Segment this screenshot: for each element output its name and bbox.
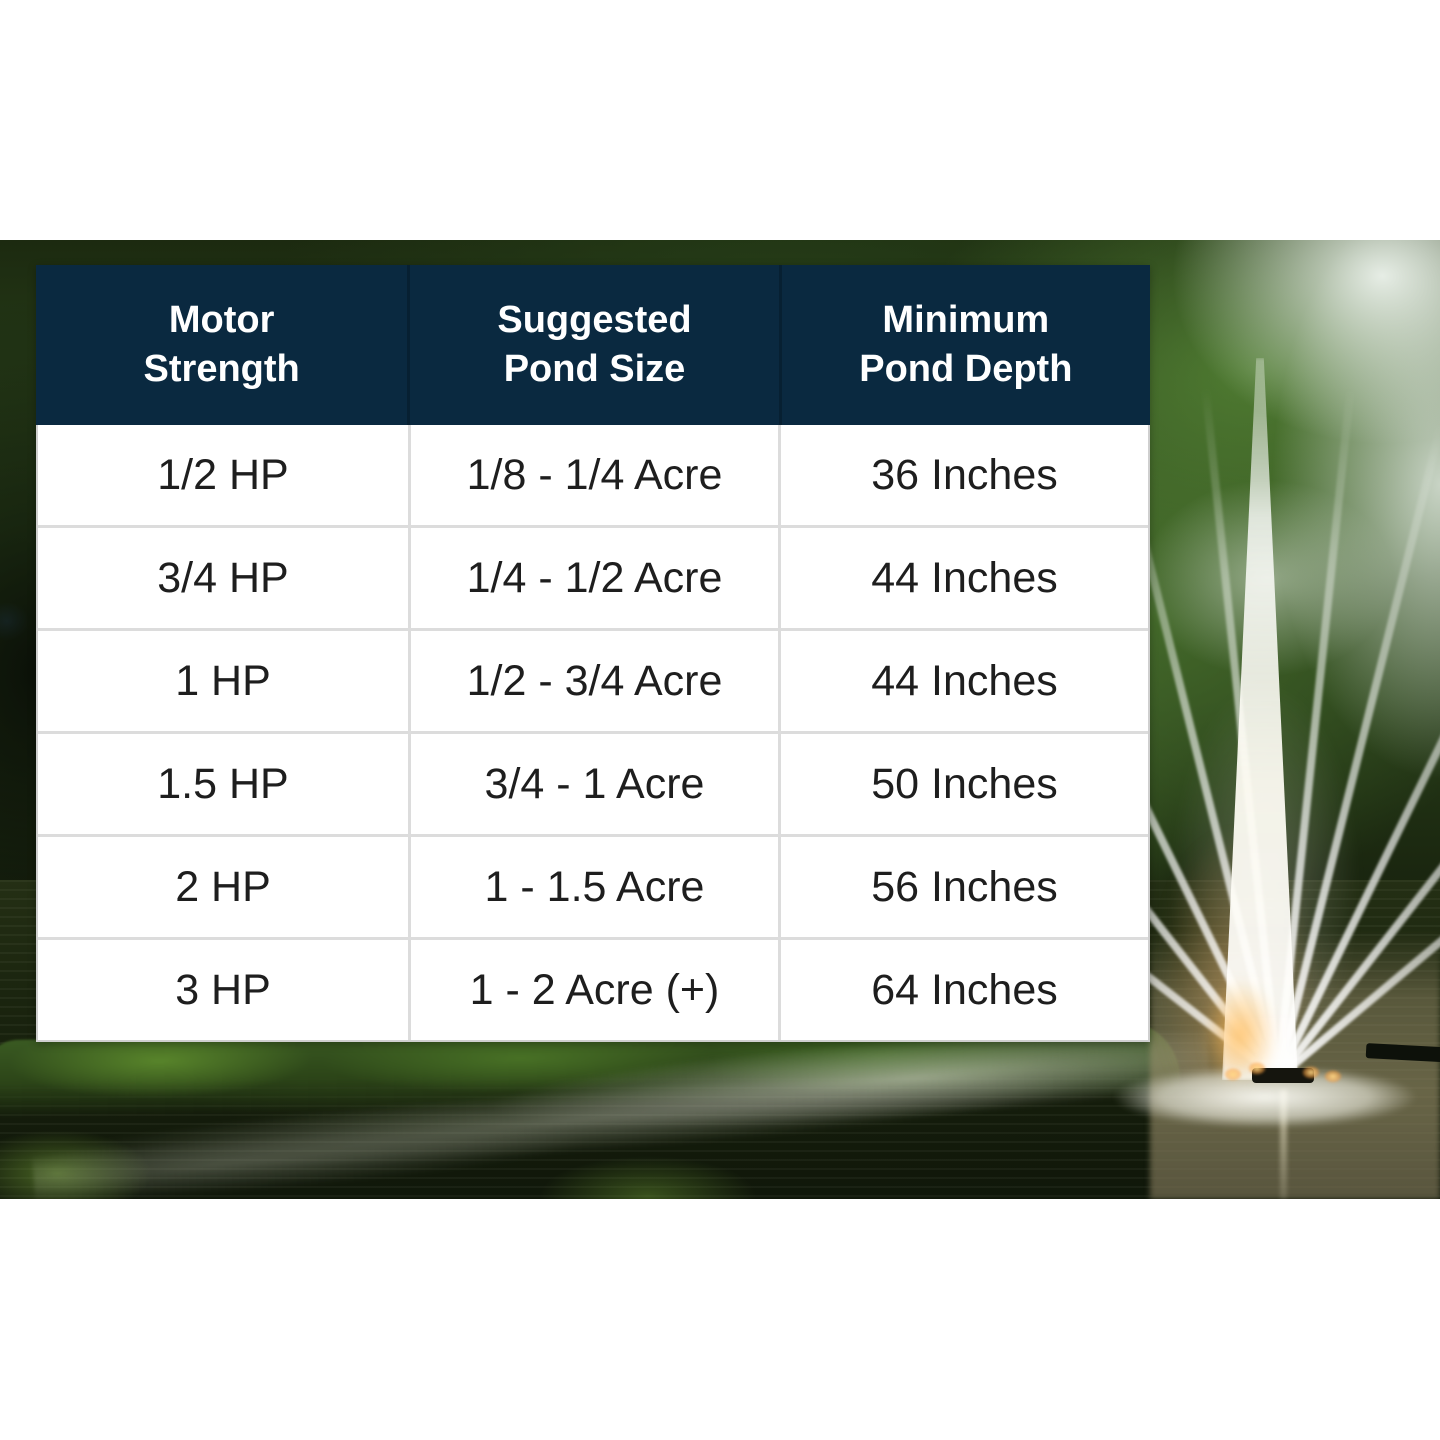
fountain-light xyxy=(1222,1068,1244,1084)
table-row: 1/2 HP 1/8 - 1/4 Acre 36 Inches xyxy=(38,425,1148,525)
table-cell: 3/4 - 1 Acre xyxy=(408,734,778,834)
table-cell: 3 HP xyxy=(175,965,271,1014)
table-cell: 1/2 HP xyxy=(157,450,289,499)
fountain-light xyxy=(1300,1066,1322,1082)
table-row: 2 HP 1 - 1.5 Acre 56 Inches xyxy=(38,834,1148,937)
table-cell: 50 Inches xyxy=(778,734,1148,834)
table-row: 3/4 HP 1/4 - 1/2 Acre 44 Inches xyxy=(38,525,1148,628)
table-cell: 1/8 - 1/4 Acre xyxy=(408,425,778,525)
fountain-light xyxy=(1322,1070,1344,1086)
column-header-minimum-pond-depth: Minimum Pond Depth xyxy=(778,265,1150,425)
table-row: 1.5 HP 3/4 - 1 Acre 50 Inches xyxy=(38,731,1148,834)
fountain-light xyxy=(1246,1062,1268,1078)
table-cell: 1.5 HP xyxy=(157,759,289,808)
table-cell: 44 Inches xyxy=(778,631,1148,731)
table-row: 1 HP 1/2 - 3/4 Acre 44 Inches xyxy=(38,628,1148,731)
table-cell: 44 Inches xyxy=(778,528,1148,628)
table-cell: 1 HP xyxy=(175,656,271,705)
table-cell: 2 HP xyxy=(175,862,271,911)
table-header-row: Motor Strength Suggested Pond Size Minim… xyxy=(36,265,1150,425)
table-cell: 36 Inches xyxy=(778,425,1148,525)
table-row: 3 HP 1 - 2 Acre (+) 64 Inches xyxy=(38,937,1148,1040)
table-cell: 3/4 HP xyxy=(157,553,289,602)
table-cell: 1/2 - 3/4 Acre xyxy=(408,631,778,731)
column-header-suggested-pond-size: Suggested Pond Size xyxy=(407,265,778,425)
jet-reflection xyxy=(1280,1090,1287,1199)
table-body: 1/2 HP 1/8 - 1/4 Acre 36 Inches 3/4 HP 1/4 -… xyxy=(36,425,1150,1042)
table-cell: 1 - 2 Acre (+) xyxy=(408,940,778,1040)
table-cell: 1/4 - 1/2 Acre xyxy=(408,528,778,628)
fountain-sizing-table: Motor Strength Suggested Pond Size Minim… xyxy=(36,265,1150,1042)
table-cell: 64 Inches xyxy=(778,940,1148,1040)
table-cell: 1 - 1.5 Acre xyxy=(408,837,778,937)
column-header-motor-strength: Motor Strength xyxy=(143,299,300,390)
table-cell: 56 Inches xyxy=(778,837,1148,937)
